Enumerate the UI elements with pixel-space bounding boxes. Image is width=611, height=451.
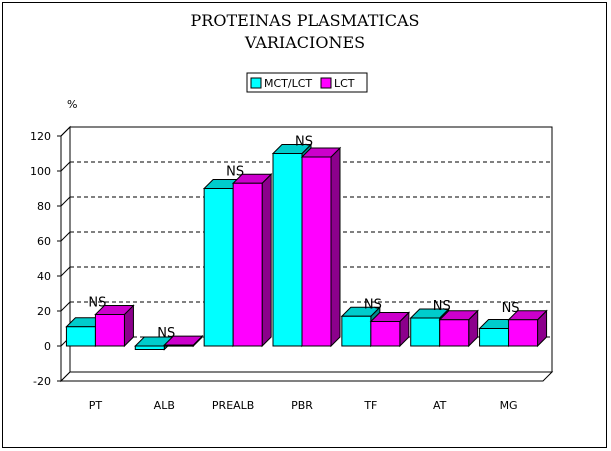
bar-LCT-PBR bbox=[301, 156, 332, 347]
y-tick-label: 80 bbox=[37, 200, 51, 213]
y-tick-label: 100 bbox=[30, 165, 51, 178]
bar-LCT-PT bbox=[94, 314, 125, 347]
bar-MCT/LCT-TF bbox=[341, 315, 372, 347]
chart-frame: PROTEINAS PLASMATICAS VARIACIONES MCT/LC… bbox=[2, 2, 607, 448]
y-axis-unit-label: % bbox=[67, 98, 77, 111]
y-tick-label: 0 bbox=[44, 340, 51, 353]
annotation-ns: NS bbox=[364, 297, 382, 312]
annotation-ns: NS bbox=[157, 326, 175, 341]
bar-side-LCT bbox=[261, 173, 272, 348]
annotation-ns: NS bbox=[226, 164, 244, 179]
x-category-label: MG bbox=[500, 399, 518, 412]
x-category-label: AT bbox=[433, 399, 447, 412]
y-tick-label: 40 bbox=[37, 270, 51, 283]
legend: MCT/LCT LCT bbox=[246, 72, 368, 93]
x-category-label: PREALB bbox=[212, 399, 254, 412]
legend-swatch bbox=[320, 77, 332, 89]
bar-LCT-TF bbox=[370, 321, 401, 347]
y-tick-label: 60 bbox=[37, 235, 51, 248]
gridline-side bbox=[60, 126, 71, 137]
annotation-ns: NS bbox=[88, 296, 106, 311]
plot-area: -20 0 20 40 60 80 100 120 NS PT NS ALB NS PREALB NS PBR… bbox=[30, 125, 554, 412]
bar-side-LCT bbox=[330, 146, 341, 348]
y-tick-label: -20 bbox=[33, 375, 51, 388]
bar-LCT-PREALB bbox=[232, 182, 263, 347]
bar-LCT-MG bbox=[508, 319, 539, 347]
gridline-side bbox=[60, 266, 71, 277]
chart-subtitle: VARIACIONES bbox=[244, 33, 365, 52]
annotation-ns: NS bbox=[433, 299, 451, 314]
gridline-side bbox=[60, 301, 71, 312]
floor bbox=[59, 371, 554, 382]
x-category-label: PT bbox=[89, 399, 103, 412]
chart-canvas: PROTEINAS PLASMATICAS VARIACIONES MCT/LC… bbox=[30, 11, 554, 412]
x-category-label: ALB bbox=[154, 399, 175, 412]
bar-MCT/LCT-AT bbox=[410, 317, 441, 347]
annotation-ns: NS bbox=[502, 301, 520, 316]
y-tick-label: 20 bbox=[37, 305, 51, 318]
bar-MCT/LCT-MG bbox=[479, 328, 510, 347]
annotation-ns: NS bbox=[295, 135, 313, 150]
gridline-side bbox=[60, 231, 71, 242]
chart-title: PROTEINAS PLASMATICAS bbox=[191, 11, 420, 30]
y-tick-label: 120 bbox=[30, 130, 51, 143]
bar-MCT/LCT-ALB bbox=[134, 345, 165, 350]
bar-LCT-AT bbox=[439, 319, 470, 347]
legend-box bbox=[246, 72, 368, 93]
legend-label: MCT/LCT bbox=[264, 77, 312, 90]
x-category-label: PBR bbox=[291, 399, 313, 412]
x-category-label: TF bbox=[363, 399, 377, 412]
gridline-side bbox=[60, 196, 71, 207]
bar-LCT-ALB bbox=[163, 344, 194, 347]
bar-MCT/LCT-PREALB bbox=[203, 188, 234, 347]
legend-swatch bbox=[250, 77, 262, 89]
bar-MCT/LCT-PT bbox=[65, 326, 96, 347]
legend-label: LCT bbox=[334, 77, 355, 90]
gridline-side bbox=[60, 161, 71, 172]
bar-MCT/LCT-PBR bbox=[272, 153, 303, 347]
